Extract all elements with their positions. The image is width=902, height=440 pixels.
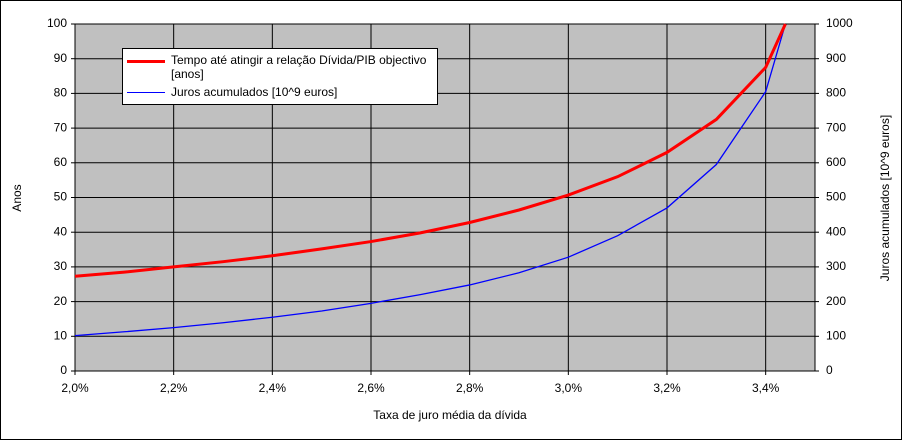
y-tick-label: 40 <box>54 224 68 238</box>
y2-tick-label: 500 <box>826 190 846 204</box>
y2-tick-label: 0 <box>826 363 833 377</box>
series-line <box>74 23 787 278</box>
y2-tick-label: 900 <box>826 51 846 65</box>
x-tick-label: 2,4% <box>259 381 287 395</box>
y2-tick-label: 400 <box>826 224 846 238</box>
plot-frame <box>74 23 816 372</box>
y-tick-label: 10 <box>54 328 68 342</box>
legend-entry: Tempo até atingir a relação Dívida/PIB o… <box>127 53 433 81</box>
y2-tick-label: 100 <box>826 328 846 342</box>
legend-swatch <box>127 92 165 93</box>
y-tick-label: 90 <box>54 51 68 65</box>
x-tick-label: 3,0% <box>555 381 583 395</box>
y2-tick-label: 1000 <box>826 16 853 30</box>
y2-tick-label: 200 <box>826 294 846 308</box>
y-tick-label: 0 <box>60 363 67 377</box>
y-tick-label: 20 <box>54 294 68 308</box>
y-axis-label: Anos <box>10 184 24 211</box>
x-axis-label: Taxa de juro média da dívida <box>373 408 527 422</box>
legend-label: Juros acumulados [10^9 euros] <box>171 85 338 99</box>
x-tick-label: 3,2% <box>653 381 681 395</box>
legend-entry: Juros acumulados [10^9 euros] <box>127 85 433 99</box>
y-tick-label: 100 <box>47 16 67 30</box>
y2-tick-label: 700 <box>826 120 846 134</box>
y-tick-label: 50 <box>54 190 68 204</box>
series-line <box>74 23 787 337</box>
y-tick-label: 30 <box>54 259 68 273</box>
y2-axis-label: Juros acumulados [10^9 euros] <box>878 115 892 281</box>
x-tick-label: 2,2% <box>160 381 188 395</box>
legend: Tempo até atingir a relação Dívida/PIB o… <box>122 48 438 105</box>
x-tick-label: 2,8% <box>456 381 484 395</box>
y2-tick-label: 600 <box>826 155 846 169</box>
y-tick-label: 70 <box>54 120 68 134</box>
x-tick-label: 2,6% <box>357 381 385 395</box>
legend-label: Tempo até atingir a relação Dívida/PIB o… <box>171 53 427 81</box>
y-tick-label: 60 <box>54 155 68 169</box>
legend-swatch <box>127 60 165 63</box>
y2-tick-label: 800 <box>826 86 846 100</box>
y-tick-label: 80 <box>54 86 68 100</box>
x-tick-label: 3,4% <box>752 381 780 395</box>
x-tick-label: 2,0% <box>61 381 89 395</box>
y2-tick-label: 300 <box>826 259 846 273</box>
